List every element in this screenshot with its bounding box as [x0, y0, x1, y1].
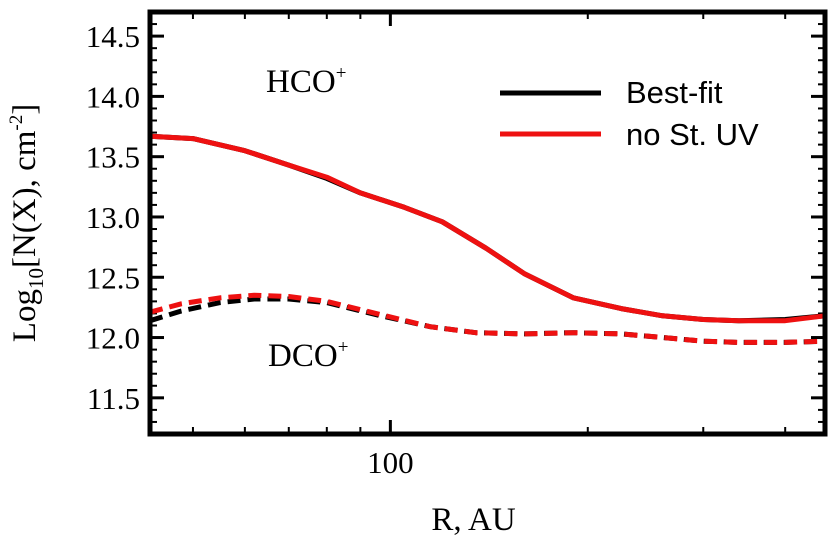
legend-label-no-st-uv: no St. UV	[626, 117, 759, 152]
legend: Best-fit no St. UV	[500, 75, 759, 152]
y-axis-title-sup: -2	[6, 115, 27, 131]
annotation-hco-base: HCO	[266, 64, 336, 100]
y-tick-label: 13.5	[86, 140, 140, 175]
y-axis-title-base: Log	[7, 289, 43, 342]
annotation-dco-sup: +	[338, 337, 349, 358]
y-tick-label: 14.5	[86, 19, 140, 54]
series-line-dco-no-st-uv	[149, 292, 826, 345]
series-line-hco-no-st-uv	[149, 133, 826, 324]
x-tick-label: 100	[367, 445, 414, 480]
y-axis-title-sub: 10	[24, 268, 48, 289]
plot-series	[149, 133, 826, 345]
annotation-dco-plus: DCO+	[268, 337, 348, 374]
y-tick-label: 14.0	[86, 79, 140, 114]
annotation-hco-plus: HCO+	[266, 63, 346, 100]
y-axis-title: Log10[N(X), cm-2]	[6, 104, 48, 342]
y-tick-label: 12.0	[86, 321, 140, 356]
annotation-hco-sup: +	[336, 63, 347, 84]
legend-label-best-fit: Best-fit	[626, 75, 723, 110]
y-tick-label: 12.5	[86, 260, 140, 295]
annotation-dco-base: DCO	[268, 338, 338, 374]
y-tick-label: 13.0	[86, 200, 140, 235]
y-tick-label: 11.5	[87, 381, 140, 416]
x-axis-title: R, AU	[431, 502, 516, 538]
plot-frame	[147, 9, 828, 437]
y-axis-ticks: 11.5 12.0 12.5 13.0 13.5 14.0 14.5	[86, 11, 825, 435]
y-axis-title-mid: [N(X), cm	[7, 130, 43, 268]
y-axis-title-end: ]	[7, 104, 43, 115]
